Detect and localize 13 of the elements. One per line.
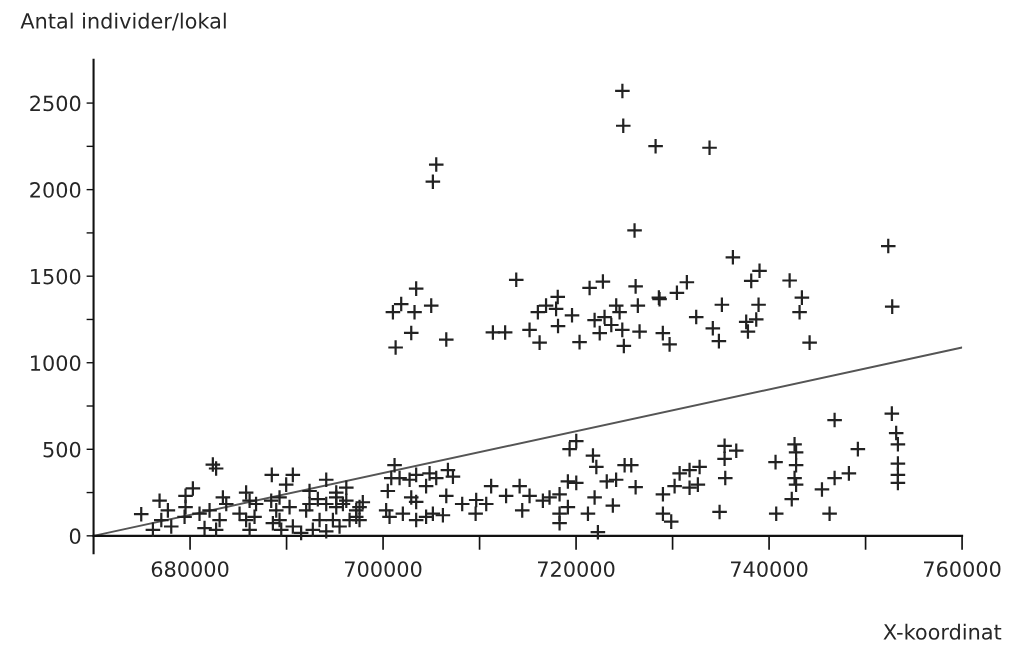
y-tick-label: 1000 bbox=[31, 355, 81, 371]
y-tick-label: 0 bbox=[69, 528, 81, 545]
x-axis-title: X-koordinat bbox=[883, 623, 1002, 640]
y-tick-label: 2000 bbox=[30, 182, 81, 198]
x-tick-label: 680000 bbox=[151, 561, 229, 577]
x-tick-label: 760000 bbox=[924, 561, 1001, 577]
y-tick-label: 1500 bbox=[31, 268, 81, 285]
y-tick-label: 500 bbox=[43, 441, 81, 458]
x-tick-label: 720000 bbox=[538, 561, 615, 577]
y-axis-title: Antal individer/lokal bbox=[20, 12, 226, 31]
x-tick-label: 740000 bbox=[731, 561, 808, 577]
y-tick-label: 2500 bbox=[30, 95, 81, 112]
x-tick-label: 700000 bbox=[345, 561, 422, 577]
